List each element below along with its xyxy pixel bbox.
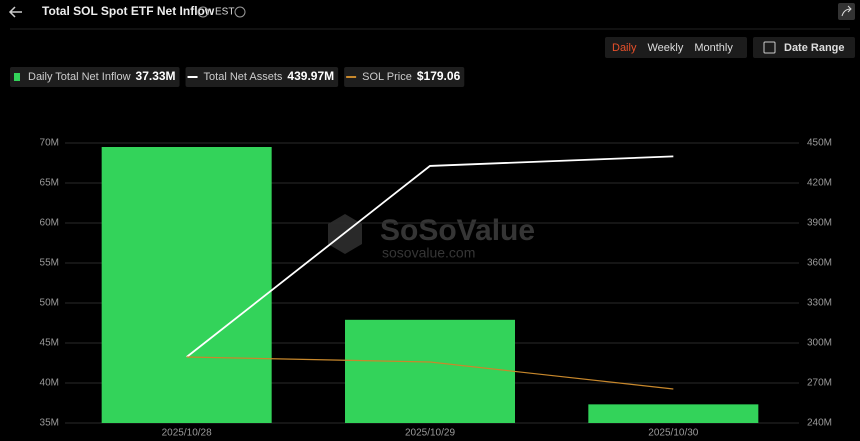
y2-tick-label: 360M — [807, 258, 832, 269]
y-tick-label: 45M — [40, 338, 59, 349]
legend-label: SOL Price — [362, 71, 412, 83]
y2-tick-label: 450M — [807, 138, 832, 149]
bar — [101, 147, 272, 423]
x-tick-label: 2025/10/28 — [162, 428, 212, 439]
share-icon — [841, 5, 852, 17]
legend-value: 37.33M — [136, 69, 176, 83]
legend-label: Total Net Assets — [204, 71, 283, 83]
y-tick-label: 65M — [40, 178, 59, 189]
y-tick-label: 35M — [40, 418, 59, 429]
back-button[interactable] — [8, 6, 22, 18]
legend-item: Daily Total Net Inflow 37.33M — [10, 67, 180, 87]
period-group — [605, 37, 747, 58]
bar — [588, 404, 759, 423]
y2-tick-label: 240M — [807, 418, 832, 429]
legend-box — [185, 67, 339, 87]
y-tick-label: 55M — [40, 258, 59, 269]
legend-item: SOL Price $179.06 — [344, 67, 465, 87]
legend-swatch — [14, 73, 20, 81]
y-tick-label: 70M — [40, 138, 59, 149]
y2-tick-label: 420M — [807, 178, 832, 189]
info-icon[interactable] — [234, 6, 246, 18]
y-tick-label: 40M — [40, 378, 59, 389]
watermark-logo — [328, 214, 362, 254]
legend-item: Total Net Assets 439.97M — [185, 67, 339, 87]
watermark: SoSoValue sosovalue.com — [328, 214, 535, 261]
date-range-button[interactable] — [753, 37, 855, 58]
y-tick-label: 60M — [40, 218, 59, 229]
period-button[interactable]: Weekly — [647, 42, 683, 54]
watermark-brand: SoSoValue — [380, 214, 535, 247]
bar — [345, 319, 515, 423]
line — [186, 356, 674, 390]
timezone: EST — [215, 7, 234, 18]
period-button[interactable]: Daily — [612, 42, 637, 54]
legend-box — [10, 67, 180, 87]
x-tick-label: 2025/10/29 — [405, 428, 455, 439]
y2-tick-label: 330M — [807, 298, 832, 309]
legend-label: Daily Total Net Inflow — [28, 71, 131, 83]
x-tick-label: 2025/10/30 — [648, 428, 698, 439]
date-range-label: Date Range — [784, 42, 845, 54]
legend-value: 439.97M — [287, 69, 334, 83]
y2-tick-label: 300M — [807, 338, 832, 349]
page-title: Total SOL Spot ETF Net Inflow — [42, 4, 215, 18]
period-button[interactable]: Monthly — [694, 42, 733, 54]
legend-box — [344, 67, 465, 87]
line — [186, 155, 674, 358]
y-tick-label: 50M — [40, 298, 59, 309]
share-button[interactable] — [838, 3, 855, 20]
info-icon[interactable] — [197, 6, 209, 18]
watermark-url: sosovalue.com — [382, 245, 475, 261]
y2-tick-label: 270M — [807, 378, 832, 389]
calendar-icon — [763, 41, 776, 54]
legend-value: $179.06 — [417, 69, 461, 83]
y2-tick-label: 390M — [807, 218, 832, 229]
